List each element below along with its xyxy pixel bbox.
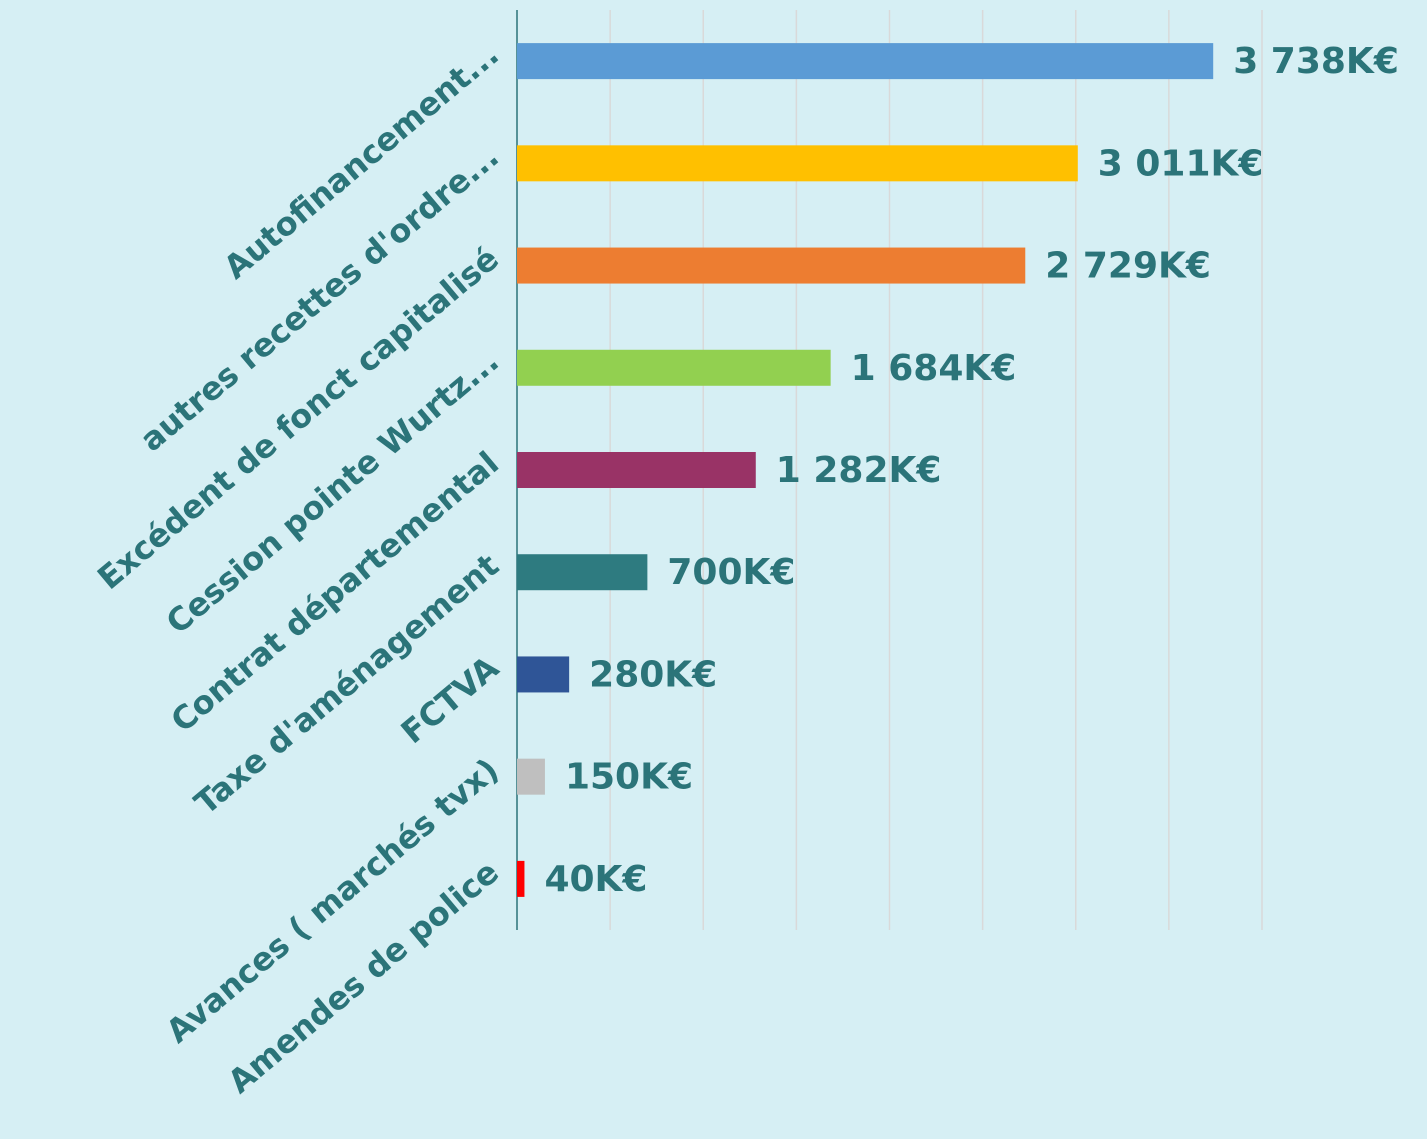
bar [517,452,756,488]
value-label: 3 011K€ [1098,143,1264,184]
value-label: 2 729K€ [1045,246,1211,287]
bar [517,145,1078,182]
bar [517,758,545,795]
bar [517,860,525,897]
bar [517,247,1026,284]
value-label: 3 738K€ [1233,41,1399,82]
bar [517,554,648,591]
value-label: 1 282K€ [776,450,942,491]
bar [517,656,570,693]
value-label: 700K€ [667,552,795,593]
value-label: 150K€ [565,757,693,798]
value-label: 1 684K€ [851,348,1017,389]
value-label: 280K€ [589,654,717,695]
bar [517,43,1214,80]
value-label: 40K€ [544,859,647,900]
bar [517,349,831,386]
category-label: FCTVA [394,648,506,751]
